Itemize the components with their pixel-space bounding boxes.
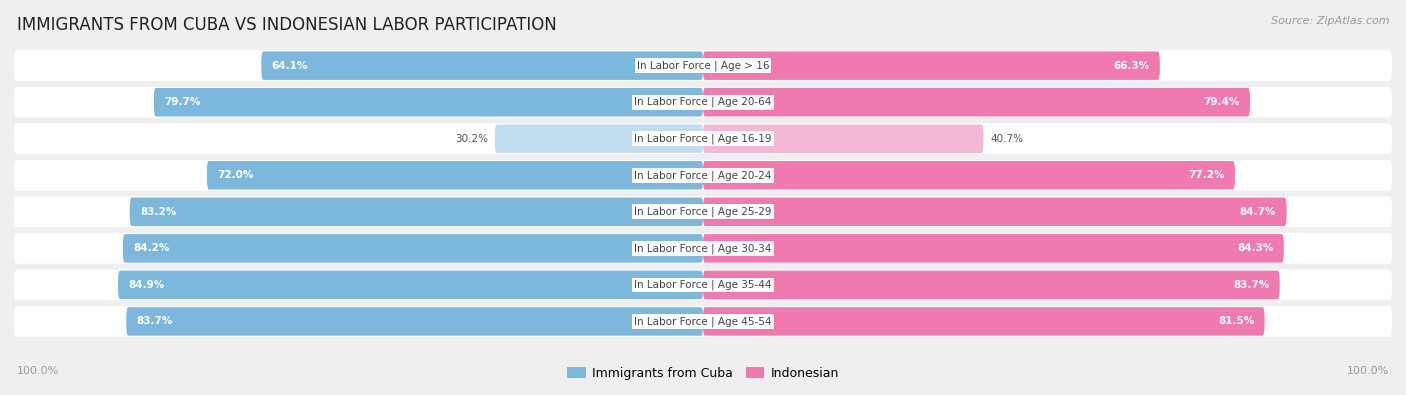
Text: 79.4%: 79.4% — [1204, 97, 1240, 107]
FancyBboxPatch shape — [14, 123, 1392, 154]
Text: 83.2%: 83.2% — [141, 207, 176, 217]
Text: 77.2%: 77.2% — [1188, 170, 1225, 180]
FancyBboxPatch shape — [262, 51, 703, 80]
FancyBboxPatch shape — [127, 307, 703, 336]
Text: 64.1%: 64.1% — [271, 61, 308, 71]
Text: 30.2%: 30.2% — [456, 134, 488, 144]
FancyBboxPatch shape — [14, 160, 1392, 191]
Text: 72.0%: 72.0% — [218, 170, 253, 180]
Text: 84.9%: 84.9% — [128, 280, 165, 290]
Text: 100.0%: 100.0% — [1347, 366, 1389, 376]
Text: 83.7%: 83.7% — [136, 316, 173, 326]
Text: In Labor Force | Age 20-64: In Labor Force | Age 20-64 — [634, 97, 772, 107]
FancyBboxPatch shape — [703, 198, 1286, 226]
Text: 84.3%: 84.3% — [1237, 243, 1274, 253]
FancyBboxPatch shape — [14, 269, 1392, 300]
FancyBboxPatch shape — [14, 233, 1392, 264]
Text: 100.0%: 100.0% — [17, 366, 59, 376]
FancyBboxPatch shape — [14, 306, 1392, 337]
Text: 81.5%: 81.5% — [1218, 316, 1254, 326]
FancyBboxPatch shape — [703, 271, 1279, 299]
Text: 79.7%: 79.7% — [165, 97, 201, 107]
FancyBboxPatch shape — [703, 161, 1234, 190]
Text: 84.7%: 84.7% — [1240, 207, 1277, 217]
Text: In Labor Force | Age 30-34: In Labor Force | Age 30-34 — [634, 243, 772, 254]
FancyBboxPatch shape — [703, 234, 1284, 263]
FancyBboxPatch shape — [703, 124, 983, 153]
FancyBboxPatch shape — [14, 50, 1392, 81]
Legend: Immigrants from Cuba, Indonesian: Immigrants from Cuba, Indonesian — [562, 362, 844, 385]
Text: In Labor Force | Age 35-44: In Labor Force | Age 35-44 — [634, 280, 772, 290]
Text: In Labor Force | Age 16-19: In Labor Force | Age 16-19 — [634, 134, 772, 144]
FancyBboxPatch shape — [118, 271, 703, 299]
Text: IMMIGRANTS FROM CUBA VS INDONESIAN LABOR PARTICIPATION: IMMIGRANTS FROM CUBA VS INDONESIAN LABOR… — [17, 16, 557, 34]
Text: In Labor Force | Age > 16: In Labor Force | Age > 16 — [637, 60, 769, 71]
Text: In Labor Force | Age 45-54: In Labor Force | Age 45-54 — [634, 316, 772, 327]
FancyBboxPatch shape — [122, 234, 703, 263]
FancyBboxPatch shape — [153, 88, 703, 117]
Text: 40.7%: 40.7% — [990, 134, 1024, 144]
Text: 83.7%: 83.7% — [1233, 280, 1270, 290]
Text: 66.3%: 66.3% — [1114, 61, 1150, 71]
FancyBboxPatch shape — [14, 87, 1392, 118]
FancyBboxPatch shape — [703, 307, 1264, 336]
FancyBboxPatch shape — [207, 161, 703, 190]
FancyBboxPatch shape — [495, 124, 703, 153]
Text: In Labor Force | Age 20-24: In Labor Force | Age 20-24 — [634, 170, 772, 181]
Text: 84.2%: 84.2% — [134, 243, 170, 253]
FancyBboxPatch shape — [703, 88, 1250, 117]
FancyBboxPatch shape — [703, 51, 1160, 80]
Text: In Labor Force | Age 25-29: In Labor Force | Age 25-29 — [634, 207, 772, 217]
Text: Source: ZipAtlas.com: Source: ZipAtlas.com — [1271, 16, 1389, 26]
FancyBboxPatch shape — [14, 196, 1392, 227]
FancyBboxPatch shape — [129, 198, 703, 226]
